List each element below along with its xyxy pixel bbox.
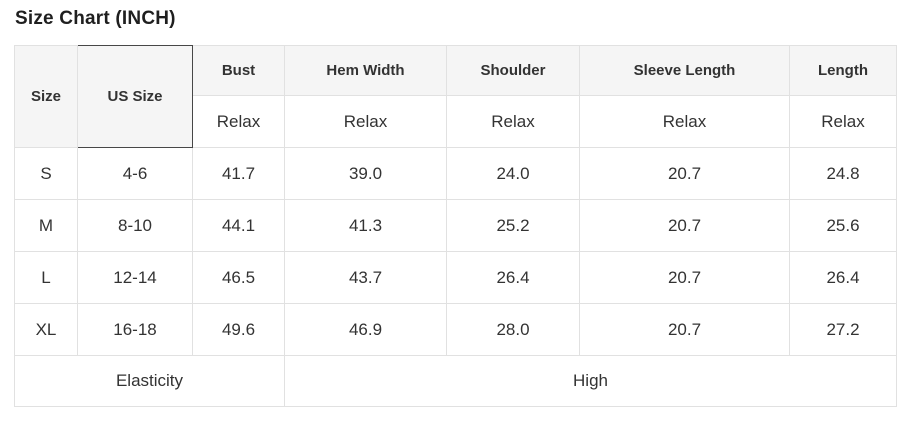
cell-hem-width: 39.0 (284, 147, 447, 200)
fit-cell-length: Relax (789, 95, 897, 148)
cell-us-size: 8-10 (77, 199, 193, 252)
col-header-shoulder: Shoulder (446, 45, 580, 96)
cell-bust: 44.1 (192, 199, 285, 252)
header-row-fit: Relax Relax Relax Relax Relax (15, 95, 897, 148)
cell-length: 27.2 (789, 303, 897, 356)
cell-sleeve-length: 20.7 (579, 199, 790, 252)
col-header-bust: Bust (192, 45, 285, 96)
page-title: Size Chart (INCH) (15, 8, 176, 29)
cell-bust: 41.7 (192, 147, 285, 200)
fit-cell-sleeve-length: Relax (579, 95, 790, 148)
cell-us-size: 12-14 (77, 251, 193, 304)
table-row: S 4-6 41.7 39.0 24.0 20.7 24.8 (14, 147, 897, 200)
cell-sleeve-length: 20.7 (579, 303, 790, 356)
col-header-hem-width: Hem Width (284, 45, 447, 96)
cell-bust: 46.5 (192, 251, 285, 304)
cell-length: 24.8 (789, 147, 897, 200)
cell-sleeve-length: 20.7 (579, 147, 790, 200)
cell-hem-width: 46.9 (284, 303, 447, 356)
elasticity-label-cell: Elasticity (14, 355, 285, 407)
cell-hem-width: 41.3 (284, 199, 447, 252)
col-header-sleeve-length: Sleeve Length (579, 45, 790, 96)
cell-us-size: 16-18 (77, 303, 193, 356)
cell-shoulder: 26.4 (446, 251, 580, 304)
cell-size: XL (14, 303, 78, 356)
cell-shoulder: 28.0 (446, 303, 580, 356)
table-row: XL 16-18 49.6 46.9 28.0 20.7 27.2 (14, 303, 897, 356)
cell-size: L (14, 251, 78, 304)
cell-sleeve-length: 20.7 (579, 251, 790, 304)
table-row: L 12-14 46.5 43.7 26.4 20.7 26.4 (14, 251, 897, 304)
cell-us-size: 4-6 (77, 147, 193, 200)
fit-cell-shoulder: Relax (446, 95, 580, 148)
cell-hem-width: 43.7 (284, 251, 447, 304)
fit-cell-hem-width: Relax (284, 95, 447, 148)
cell-size: S (14, 147, 78, 200)
col-header-size: Size (14, 45, 78, 148)
elasticity-value-cell: High (284, 355, 897, 407)
cell-length: 26.4 (789, 251, 897, 304)
col-header-length: Length (789, 45, 897, 96)
cell-size: M (14, 199, 78, 252)
cell-bust: 49.6 (192, 303, 285, 356)
header-row-names: Size US Size Bust Hem Width Shoulder Sle… (14, 45, 897, 148)
fit-cell-bust: Relax (192, 95, 285, 148)
col-header-us-size: US Size (77, 45, 193, 148)
table-row: M 8-10 44.1 41.3 25.2 20.7 25.6 (14, 199, 897, 252)
elasticity-row: Elasticity High (14, 355, 897, 407)
size-chart-section: Size Chart (INCH) Size US Size Bust Hem … (14, 8, 897, 407)
cell-length: 25.6 (789, 199, 897, 252)
cell-shoulder: 24.0 (446, 147, 580, 200)
cell-shoulder: 25.2 (446, 199, 580, 252)
size-chart-table: Size US Size Bust Hem Width Shoulder Sle… (14, 45, 897, 407)
